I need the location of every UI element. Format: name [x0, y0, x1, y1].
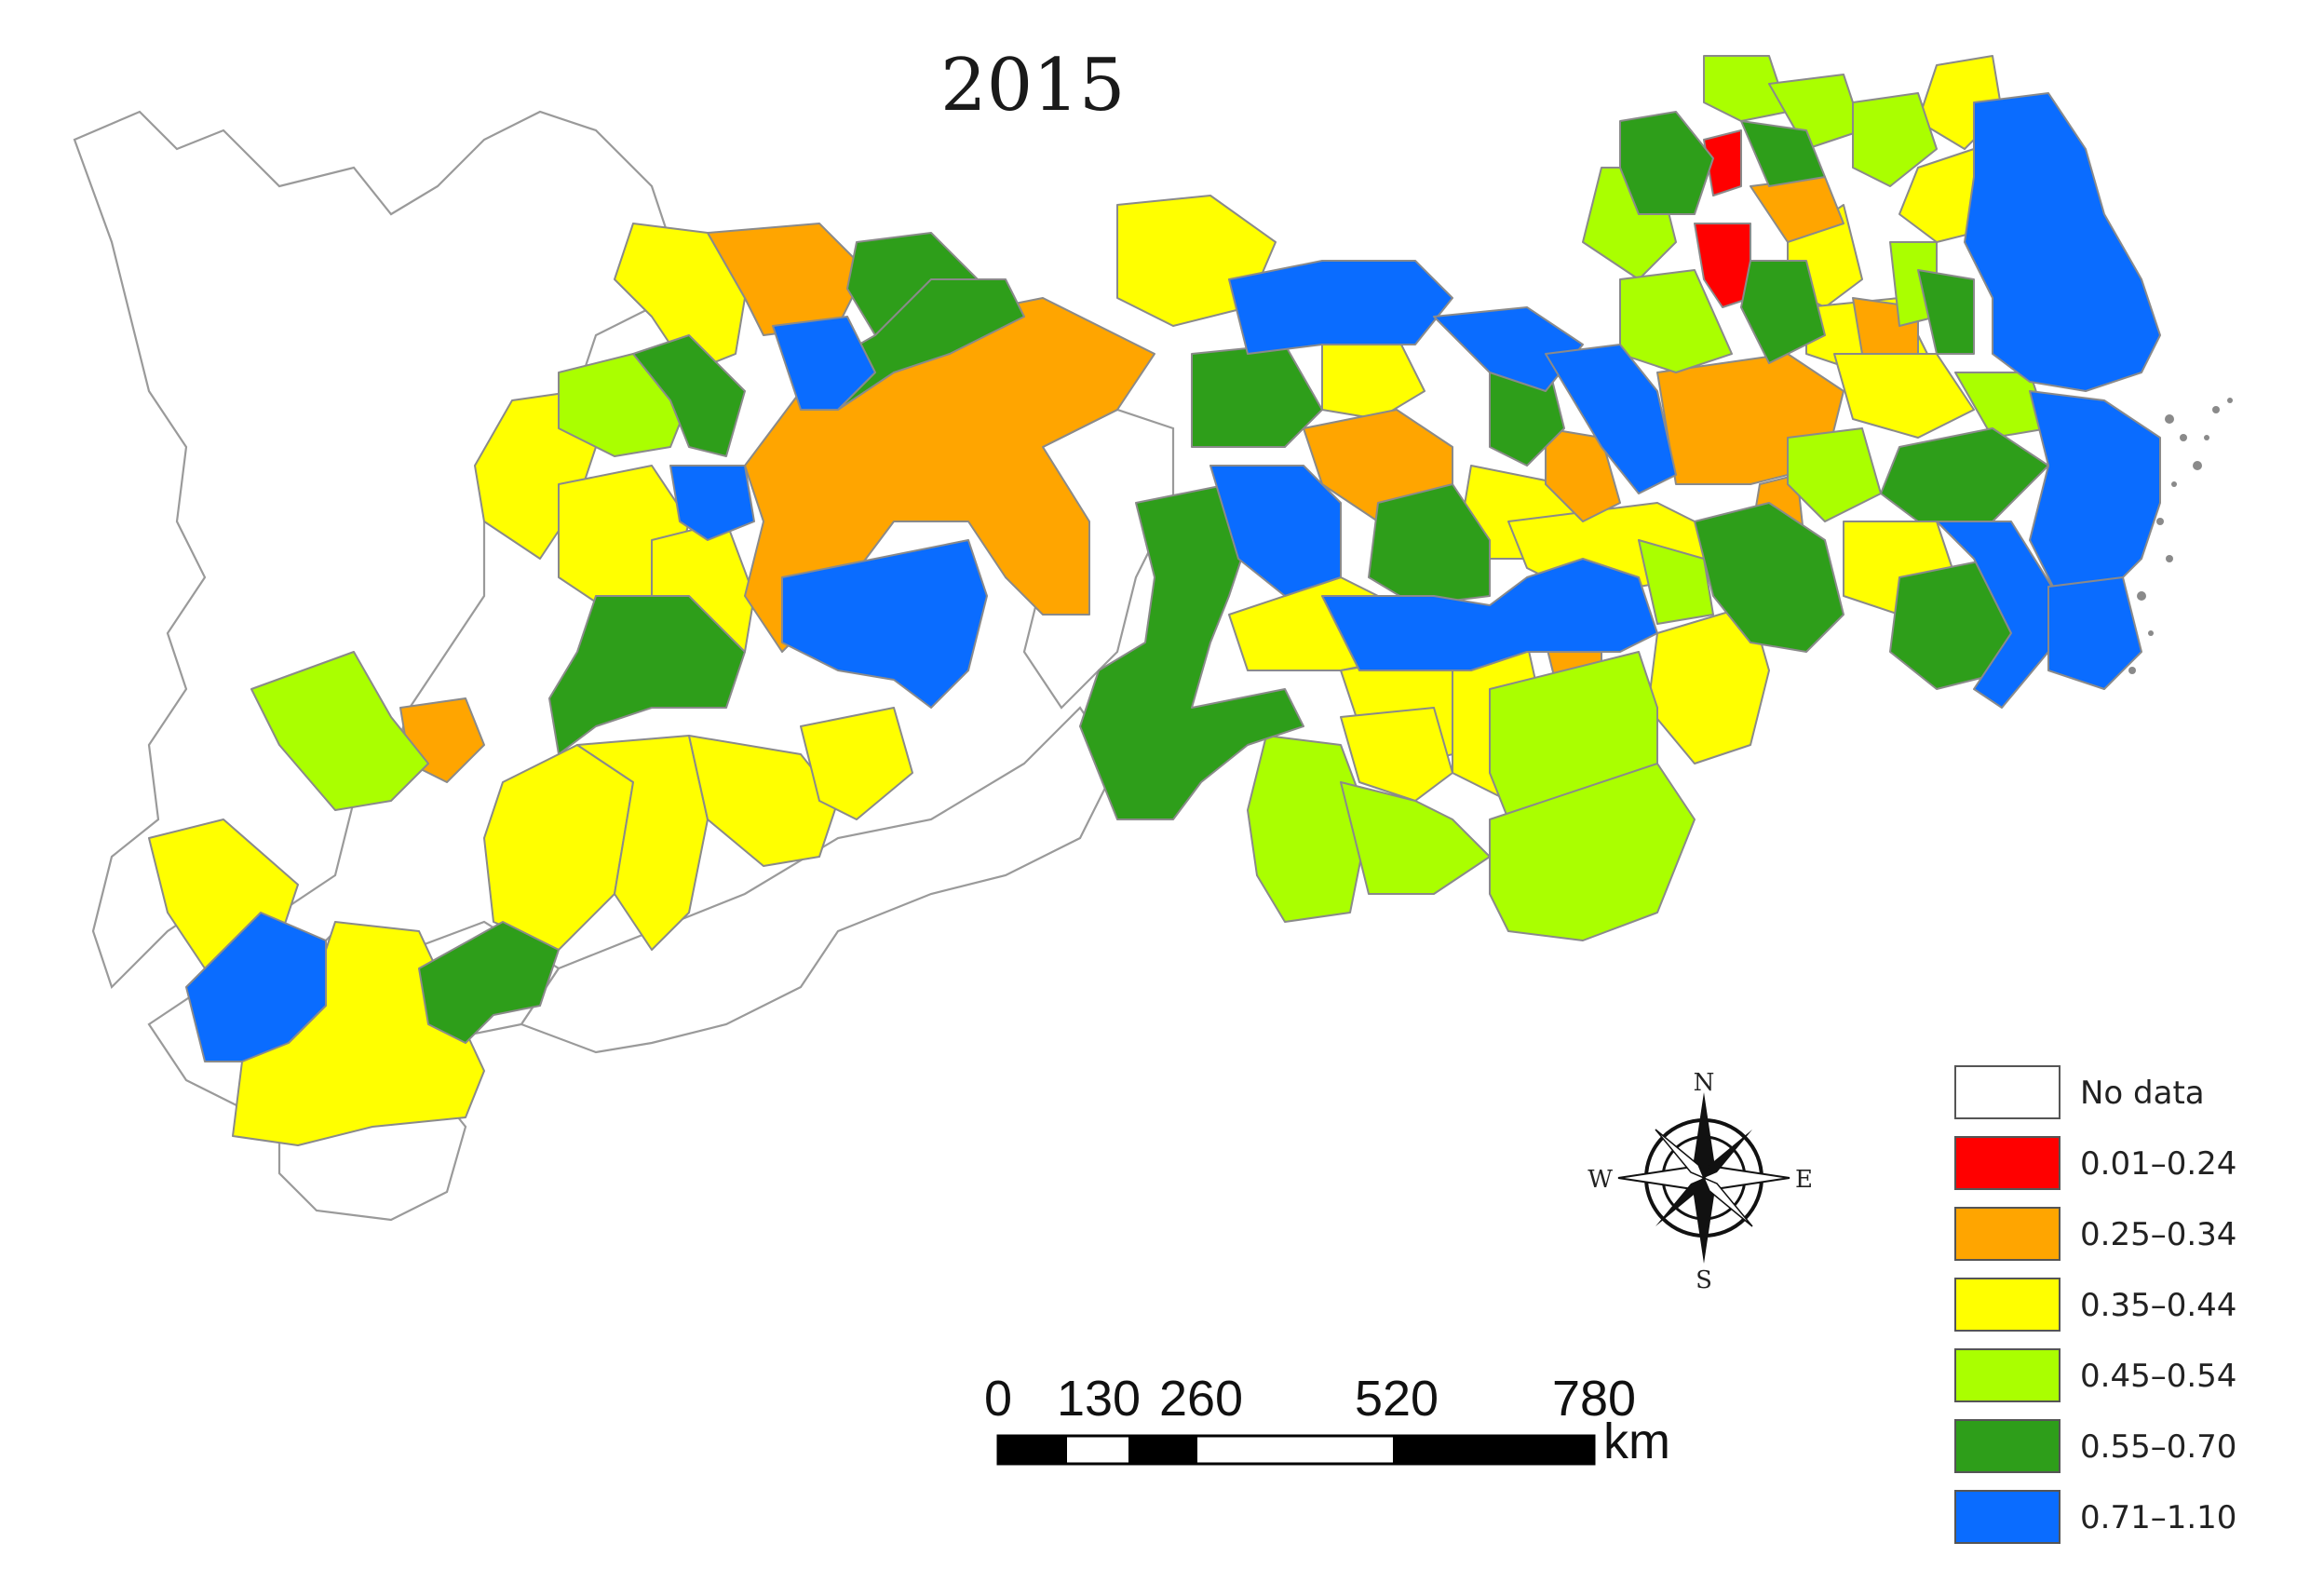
scale-tick-label: 260 [1159, 1371, 1243, 1427]
region-blue [1964, 92, 2161, 392]
region-dark-green [418, 921, 560, 1044]
region-light-green [1703, 55, 1789, 122]
region-dark-green [1079, 483, 1304, 820]
legend-label: 0.35–0.44 [2080, 1287, 2236, 1324]
region-dark-green [1191, 344, 1323, 448]
legend-swatch [1954, 1207, 2061, 1261]
region-orange [1545, 427, 1621, 522]
region-yellow [1833, 353, 1975, 439]
region-light-green [1638, 539, 1714, 625]
region-blue [2029, 390, 2161, 597]
region-yellow [1340, 707, 1453, 802]
scale-tick-label: 0 [984, 1371, 1012, 1427]
region-dark-green [1619, 111, 1714, 215]
region-dark-green [1917, 269, 1975, 355]
legend-swatch [1954, 1490, 2061, 1544]
region-yellow [800, 707, 913, 820]
legend-swatch [1954, 1348, 2061, 1402]
region-yellow [1321, 334, 1425, 420]
legend-swatch [1954, 1419, 2061, 1473]
map-regions [73, 55, 2233, 1222]
region-dark-green [632, 334, 746, 457]
map-title: 2015 [940, 44, 1126, 128]
legend-label: 0.55–0.70 [2080, 1428, 2236, 1466]
region-no-data-west [73, 110, 672, 990]
region-blue [1936, 521, 2059, 709]
compass-north-label: N [1694, 1069, 1715, 1097]
scale-tick-label: 520 [1355, 1371, 1439, 1427]
region-dark-green [1740, 260, 1826, 364]
region-blue [781, 539, 988, 709]
legend-label: 0.25–0.34 [2080, 1216, 2236, 1253]
compass-east-label: E [1795, 1166, 1813, 1194]
scale-tick-label: 130 [1057, 1371, 1141, 1427]
region-yellow [1898, 148, 1975, 243]
region-light-green [1489, 763, 1696, 941]
region-blue [1209, 465, 1342, 597]
scale-bar-segment [998, 1436, 1067, 1464]
legend-label: No data [2080, 1075, 2205, 1112]
legend: No data 0.01–0.24 0.25–0.34 0.35–0.44 0.45–0… [1954, 1065, 2236, 1544]
region-light-green [1247, 735, 1370, 923]
compass-west-label: W [1588, 1166, 1613, 1194]
region-blue [1321, 558, 1658, 671]
region-light-green [1787, 427, 1882, 522]
north-arrow-compass: N S W E [1588, 1069, 1813, 1294]
legend-swatch [1954, 1278, 2061, 1332]
region-blue [185, 912, 327, 1062]
region-light-green [1852, 92, 1938, 187]
scale-unit-label: km [1603, 1414, 1670, 1469]
scale-bar-segment [1128, 1436, 1197, 1464]
scale-bar: 0 130 260 520 780 km [984, 1371, 1670, 1469]
compass-south-label: S [1696, 1266, 1712, 1294]
legend-swatch [1954, 1065, 2061, 1119]
region-blue [1545, 344, 1677, 494]
coastal-islands [2128, 398, 2233, 674]
region-blue [669, 465, 755, 541]
region-dark-green [1740, 120, 1826, 187]
region-dark-green [548, 595, 746, 755]
legend-label: 0.01–0.24 [2080, 1145, 2236, 1183]
region-dark-green [1368, 483, 1491, 606]
region-blue [1228, 260, 1453, 355]
scale-tick-label: 780 [1552, 1371, 1636, 1427]
region-red [1703, 129, 1742, 196]
region-blue [2047, 576, 2142, 690]
legend-label: 0.45–0.54 [2080, 1358, 2236, 1395]
legend-label: 0.71–1.10 [2080, 1499, 2236, 1536]
region-light-green [1619, 269, 1733, 373]
region-blue [772, 316, 876, 411]
region-dark-green [1694, 502, 1844, 653]
region-red [1694, 223, 1751, 308]
scale-bar-segment [1393, 1436, 1594, 1464]
region-light-green [250, 651, 429, 811]
region-yellow [688, 735, 839, 867]
legend-swatch [1954, 1136, 2061, 1190]
region-dark-green [1880, 427, 2049, 522]
region-yellow [483, 744, 634, 951]
